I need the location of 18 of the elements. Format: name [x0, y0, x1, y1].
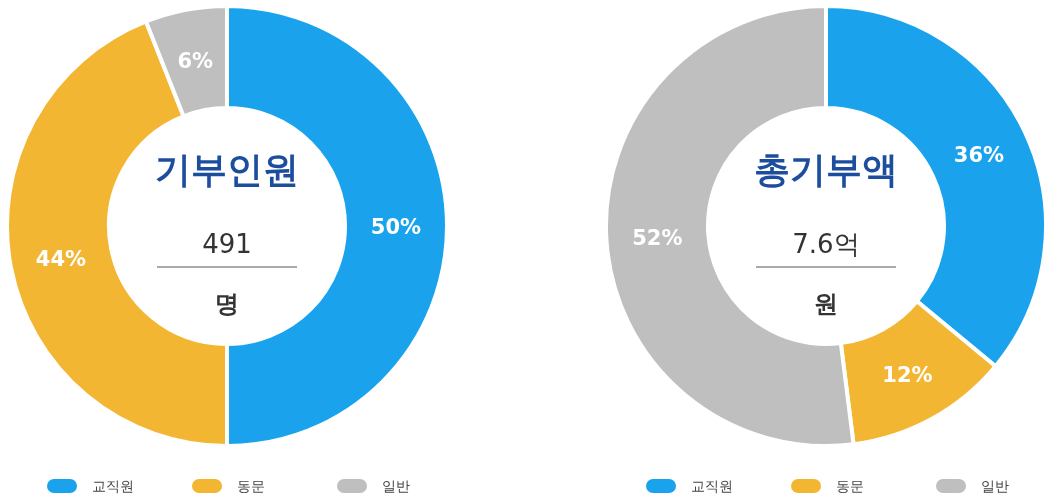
data-label: 50% [370, 215, 422, 239]
data-label: 12% [882, 363, 933, 388]
data-label: 52% [632, 225, 683, 250]
legend-label: 일반 [382, 478, 410, 494]
text: 명 [215, 290, 239, 318]
legend-label: 동문 [836, 478, 864, 494]
data-label: 44% [35, 246, 87, 271]
text: 원 [814, 290, 838, 318]
legend-label: 동문 [237, 478, 265, 494]
text: 7.6억 [792, 229, 860, 259]
legend-label: 교직원 [691, 478, 733, 494]
text: 기부인원 [155, 149, 299, 190]
legend-label: 교직원 [92, 478, 134, 494]
text: 491 [202, 229, 252, 259]
text: 총기부액 [754, 149, 898, 190]
data-label: 36% [953, 143, 1005, 168]
data-label: 6% [177, 48, 214, 73]
legend-label: 일반 [981, 478, 1009, 494]
